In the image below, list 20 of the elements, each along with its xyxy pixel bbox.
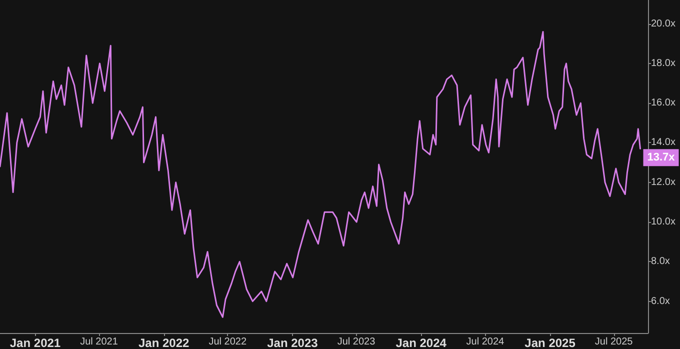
- data-label: 13.7x: [647, 152, 676, 164]
- x-tick-label: Jul 2025: [594, 336, 634, 348]
- x-tick-label: Jan 2022: [138, 336, 190, 349]
- y-tick-label: 10.0x: [651, 216, 676, 228]
- y-tick-label: 20.0x: [651, 18, 676, 30]
- x-tick-label: Jul 2022: [208, 336, 247, 348]
- y-tick-label: 12.0x: [651, 176, 676, 188]
- x-tick-label: Jul 2024: [466, 336, 505, 348]
- x-tick-label: Jan 2021: [10, 336, 61, 349]
- line-series: [0, 30, 641, 318]
- y-tick-label: 16.0x: [651, 98, 676, 109]
- y-tick-label: 14.0x: [651, 137, 676, 148]
- y-tick-label: 18.0x: [651, 58, 676, 69]
- y-tick-label: 6.0x: [651, 296, 670, 307]
- x-tick-label: Jan 2024: [396, 336, 447, 349]
- x-tick-label: Jan 2025: [524, 336, 576, 349]
- x-tick-label: Jul 2021: [80, 336, 118, 348]
- y-tick-label: 8.0x: [651, 256, 670, 268]
- x-tick-label: Jul 2023: [337, 336, 376, 348]
- x-tick-label: Jan 2023: [267, 336, 318, 349]
